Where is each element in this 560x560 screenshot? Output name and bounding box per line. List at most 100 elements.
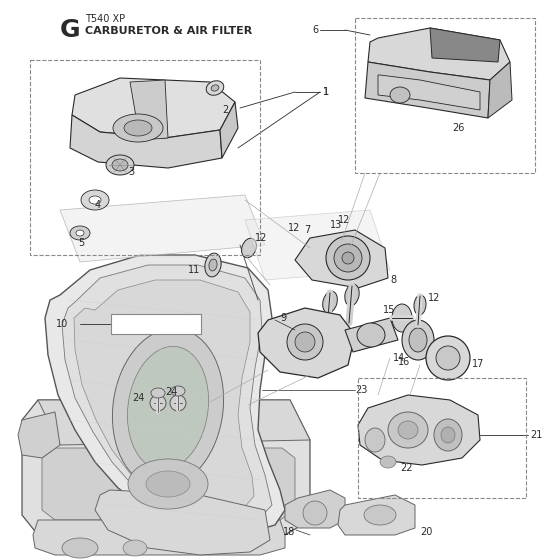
Polygon shape [70, 115, 222, 168]
Ellipse shape [323, 291, 337, 313]
Text: 12: 12 [255, 233, 267, 243]
Ellipse shape [211, 85, 219, 91]
Ellipse shape [326, 236, 370, 280]
Ellipse shape [151, 388, 165, 398]
Ellipse shape [170, 395, 186, 411]
Polygon shape [74, 280, 254, 512]
Ellipse shape [342, 252, 354, 264]
Ellipse shape [123, 540, 147, 556]
Ellipse shape [303, 501, 327, 525]
Bar [355, 18, 535, 173]
Ellipse shape [388, 412, 428, 448]
Ellipse shape [150, 395, 166, 411]
Polygon shape [22, 400, 310, 535]
Text: 17: 17 [472, 359, 484, 369]
Polygon shape [45, 255, 285, 532]
Ellipse shape [334, 244, 362, 272]
Text: 10: 10 [56, 319, 68, 329]
Polygon shape [62, 265, 272, 522]
Text: 12: 12 [288, 223, 300, 233]
Polygon shape [245, 210, 390, 280]
Text: 18: 18 [283, 527, 295, 537]
Polygon shape [488, 62, 512, 118]
Polygon shape [365, 62, 490, 118]
Polygon shape [368, 28, 510, 80]
Polygon shape [285, 490, 345, 528]
Ellipse shape [398, 421, 418, 439]
Text: 14: 14 [393, 353, 405, 363]
Polygon shape [295, 230, 388, 288]
Polygon shape [258, 308, 355, 378]
Text: CARBURETOR & AIR FILTER: CARBURETOR & AIR FILTER [85, 26, 252, 36]
Ellipse shape [70, 226, 90, 240]
Ellipse shape [402, 320, 434, 360]
Text: 3: 3 [128, 167, 134, 177]
Ellipse shape [124, 120, 152, 136]
Text: 2: 2 [222, 105, 228, 115]
Text: 1: 1 [323, 87, 329, 97]
Polygon shape [358, 395, 480, 465]
Polygon shape [378, 75, 480, 110]
Ellipse shape [392, 304, 412, 332]
Text: 7: 7 [304, 225, 310, 235]
Polygon shape [60, 195, 265, 262]
Text: 1: 1 [323, 87, 329, 97]
Text: 12: 12 [338, 215, 351, 225]
Text: 24: 24 [165, 387, 178, 397]
Ellipse shape [112, 159, 128, 171]
Polygon shape [220, 102, 238, 158]
Text: 26: 26 [452, 123, 464, 133]
Polygon shape [95, 490, 270, 555]
Ellipse shape [345, 284, 359, 306]
Text: 13: 13 [330, 220, 342, 230]
Text: 11: 11 [188, 265, 200, 275]
Text: 5: 5 [78, 238, 84, 248]
Text: G: G [60, 18, 81, 42]
Ellipse shape [434, 419, 462, 451]
Ellipse shape [89, 196, 101, 204]
Bar [30, 60, 260, 255]
Text: 22: 22 [400, 463, 413, 473]
Polygon shape [285, 312, 318, 338]
Ellipse shape [106, 155, 134, 175]
Text: T540 XP: T540 XP [85, 14, 125, 24]
Text: Software AutoTune: Software AutoTune [116, 320, 188, 329]
Ellipse shape [128, 346, 208, 470]
Ellipse shape [364, 505, 396, 525]
Text: 8: 8 [390, 275, 396, 285]
Polygon shape [18, 412, 60, 458]
Ellipse shape [287, 324, 323, 360]
Ellipse shape [357, 323, 385, 347]
Text: 24: 24 [133, 393, 145, 403]
Ellipse shape [81, 190, 109, 210]
Polygon shape [338, 495, 415, 535]
Ellipse shape [206, 81, 224, 95]
Ellipse shape [441, 427, 455, 443]
Text: 9: 9 [280, 313, 286, 323]
Text: 23: 23 [355, 385, 367, 395]
Polygon shape [33, 520, 285, 555]
Ellipse shape [205, 253, 221, 277]
Ellipse shape [209, 259, 217, 271]
Ellipse shape [365, 428, 385, 452]
Text: 20: 20 [420, 527, 432, 537]
Ellipse shape [409, 328, 427, 352]
Ellipse shape [113, 114, 163, 142]
Polygon shape [345, 318, 398, 352]
Text: 15: 15 [382, 305, 395, 315]
Ellipse shape [76, 230, 84, 236]
Ellipse shape [62, 538, 98, 558]
Text: 6: 6 [312, 25, 318, 35]
Text: 16: 16 [398, 357, 410, 367]
Bar [358, 378, 526, 498]
Text: 21: 21 [530, 430, 543, 440]
Polygon shape [38, 400, 310, 445]
Ellipse shape [128, 459, 208, 509]
Ellipse shape [295, 332, 315, 352]
Ellipse shape [241, 239, 256, 258]
Polygon shape [42, 448, 295, 520]
Ellipse shape [390, 87, 410, 103]
Ellipse shape [380, 456, 396, 468]
Text: 12: 12 [428, 293, 440, 303]
Ellipse shape [113, 328, 223, 488]
